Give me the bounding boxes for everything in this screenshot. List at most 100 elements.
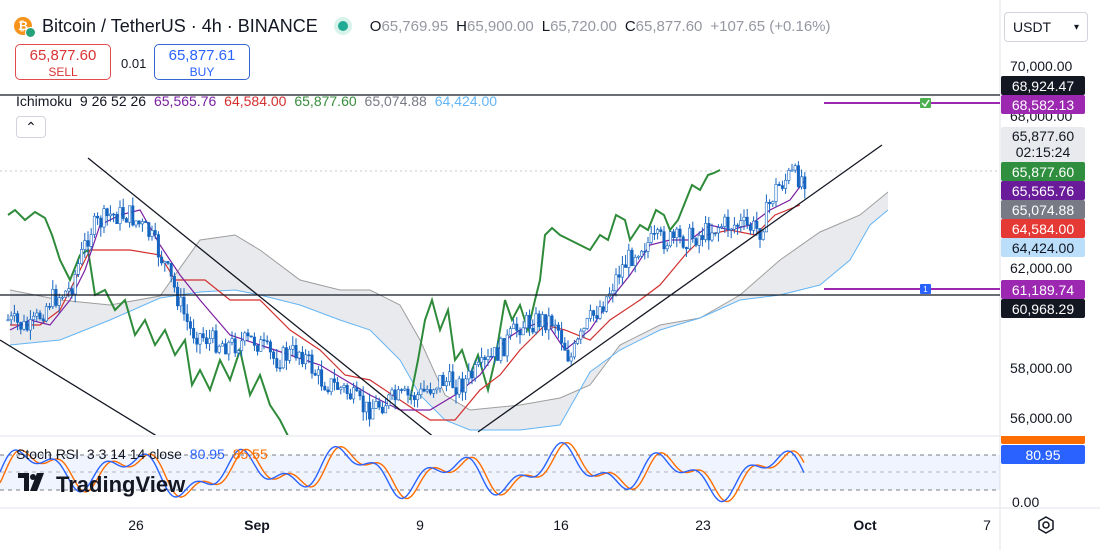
candle-body (54, 289, 58, 306)
currency-select[interactable]: USDT ▾ (1004, 12, 1088, 42)
ichimoku-params: 9 26 52 26 (79, 93, 147, 109)
candle-body (592, 310, 596, 316)
candle-body (476, 361, 480, 365)
candle-body (649, 232, 653, 243)
candle-body (496, 347, 500, 361)
candle-body (70, 288, 74, 295)
candle-body (761, 231, 765, 240)
candle-body (556, 324, 560, 331)
rsi-k-tag[interactable]: 80.95 (1001, 445, 1085, 464)
candle-body (291, 345, 295, 350)
candle-body (457, 378, 461, 395)
candle-body (48, 306, 52, 308)
price-tag-chikou[interactable]: 65,877.60 (1001, 162, 1085, 181)
downtrend-line[interactable] (87, 157, 435, 438)
candle-body (515, 323, 519, 331)
candle-body (364, 401, 368, 413)
price-tag-resistance[interactable]: 68,924.47 (1001, 76, 1085, 95)
candle-body (768, 201, 772, 205)
candle-body (400, 389, 404, 391)
symbol-title[interactable]: Bitcoin / TetherUS · 4h · BINANCE (42, 15, 318, 36)
price-tag-kijun[interactable]: 64,584.00 (1001, 219, 1085, 238)
candle-body (169, 263, 173, 277)
candle-body (598, 306, 602, 319)
candle-body (745, 216, 749, 225)
candle-body (76, 263, 80, 275)
candle-body (265, 340, 269, 343)
candle-body (464, 378, 468, 393)
price-tag-tenkan[interactable]: 65,565.76 (1001, 181, 1085, 200)
candle-body (524, 314, 528, 329)
price-tag-stop[interactable]: 61,189.74 (1001, 280, 1085, 299)
candle-body (275, 358, 279, 369)
candle-body (553, 324, 557, 327)
candle-body (787, 170, 791, 181)
candle-body (572, 343, 576, 358)
candle-body (396, 389, 400, 401)
candle-body (438, 374, 442, 389)
candle-body (537, 313, 541, 328)
candle-body (368, 401, 372, 420)
candle-body (652, 232, 656, 235)
market-open-status-icon[interactable] (337, 21, 348, 31)
candle-body (684, 247, 688, 250)
candle-body (236, 350, 240, 354)
candle-body (204, 337, 208, 345)
candle-body (326, 389, 330, 393)
stoch-rsi-legend[interactable]: Stoch RSI 3 3 14 14 close 80.95 85.55 (16, 446, 268, 462)
settings-gear-icon[interactable] (1038, 516, 1054, 534)
candle-body (633, 256, 637, 266)
candle-body (163, 261, 167, 264)
lower-trend-line[interactable] (0, 339, 160, 438)
candle-body (243, 332, 247, 342)
ichimoku-legend[interactable]: Ichimoku 9 26 52 26 65,565.76 64,584.00 … (16, 93, 497, 109)
candle-body (38, 312, 42, 320)
candle-body (377, 401, 381, 408)
stoch-rsi-pane[interactable] (0, 441, 1000, 503)
candle-body (627, 249, 631, 268)
candle-body (435, 387, 439, 391)
candle-body (272, 351, 276, 359)
candle-body (192, 328, 196, 339)
price-tag-span-b[interactable]: 64,424.00 (1001, 238, 1085, 257)
candle-body (547, 315, 551, 331)
candle-body (704, 223, 708, 240)
candle-body (630, 249, 634, 266)
tradingview-logo[interactable]: TradingView (18, 472, 185, 498)
marker-one-icon[interactable] (920, 284, 931, 294)
buy-button[interactable]: 65,877.61 BUY (154, 44, 250, 80)
price-tag-target[interactable]: 68,582.13 (1001, 95, 1085, 114)
symbol-header[interactable]: ₿ Bitcoin / TetherUS · 4h · BINANCE O 65,… (14, 14, 831, 38)
candle-body (406, 388, 410, 396)
candle-body (57, 297, 61, 306)
buy-price: 65,877.61 (168, 47, 236, 64)
uptrend-line[interactable] (477, 144, 883, 433)
chikou-span-line (7, 169, 721, 435)
candle-body (444, 381, 448, 387)
candle-body (99, 217, 103, 228)
collapse-indicators-button[interactable]: ⌃ (16, 116, 46, 138)
candle-body (83, 240, 87, 250)
candle-body (563, 342, 567, 351)
sell-button[interactable]: 65,877.60 SELL (15, 44, 111, 80)
candle-body (124, 218, 128, 223)
candle-body (508, 328, 512, 336)
price-tag-span-a[interactable]: 65,074.88 (1001, 200, 1085, 219)
countdown-tag[interactable]: 65,877.60 02:15:24 (1001, 127, 1085, 163)
senkou-span-b-line (9, 209, 889, 431)
stoch-rsi-name: Stoch RSI (16, 446, 80, 462)
candle-body (182, 296, 186, 315)
candle-body (217, 345, 221, 353)
candle-body (25, 321, 29, 331)
ichimoku-value-conversion: 65,565.76 (153, 93, 217, 109)
candle-body (412, 395, 416, 401)
candle-body (588, 310, 592, 319)
candle-body (185, 313, 189, 322)
price-tag-support[interactable]: 60,968.29 (1001, 299, 1085, 318)
candle-body (128, 205, 132, 223)
candle-body (790, 169, 794, 172)
candle-body (73, 274, 77, 295)
candle-body (67, 288, 71, 292)
candle-body (64, 290, 68, 298)
